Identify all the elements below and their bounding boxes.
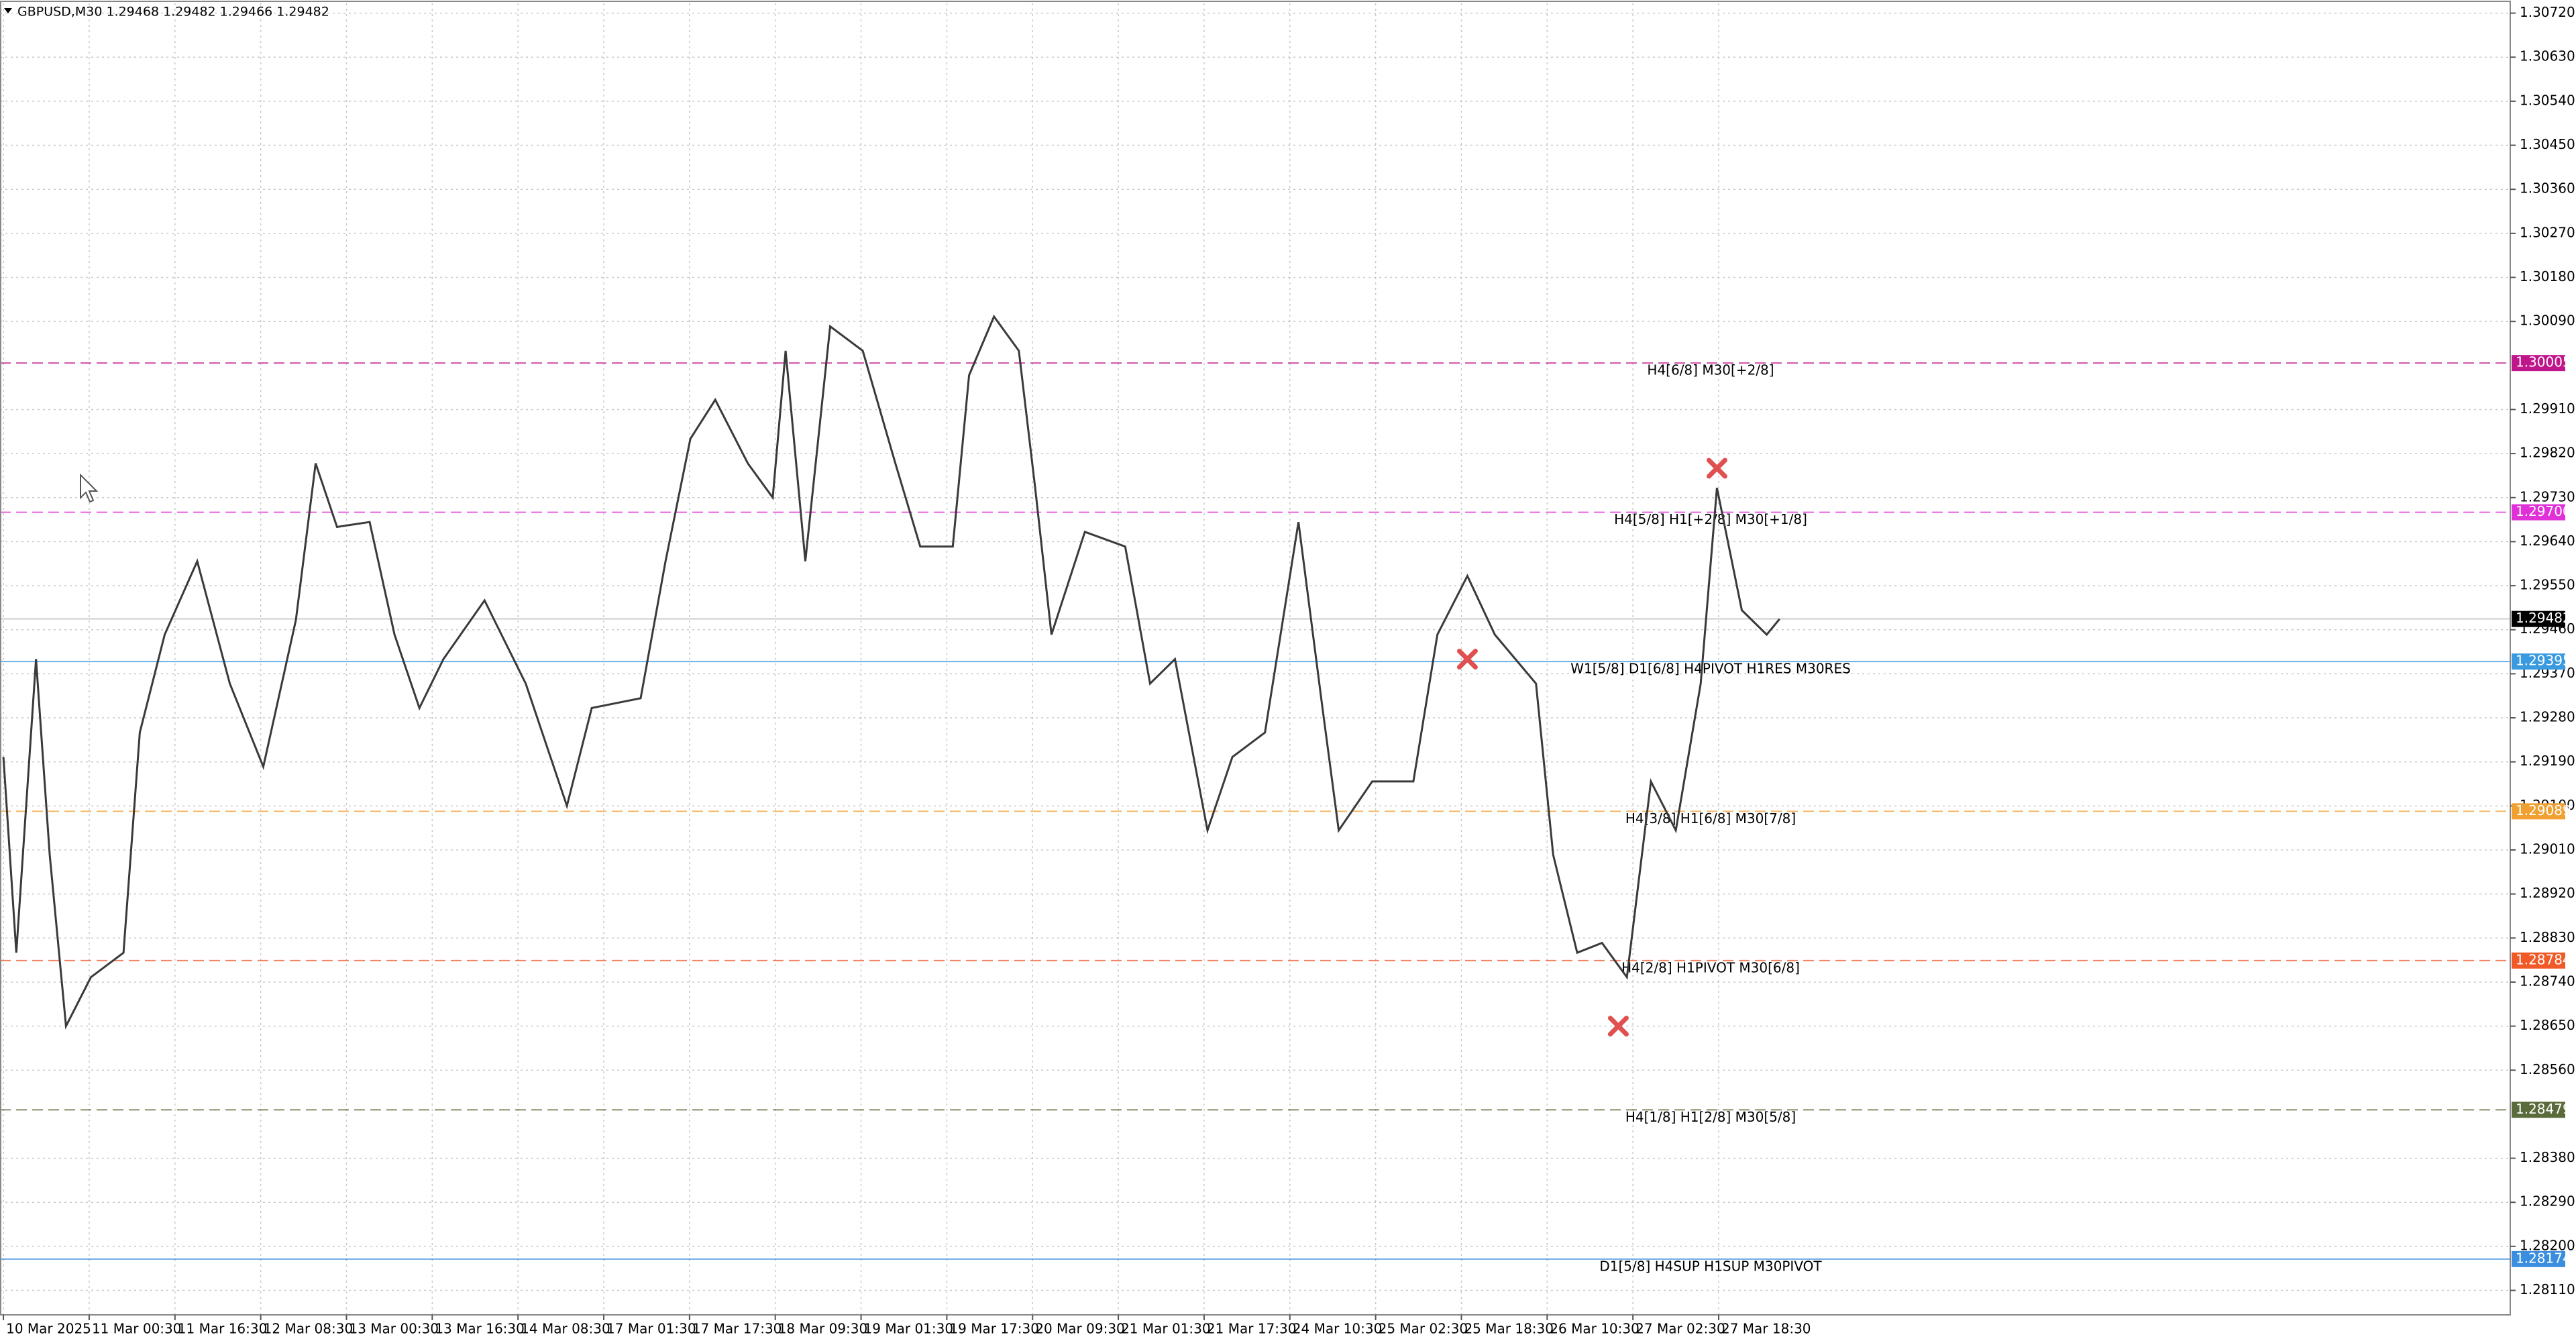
y-tick-label: 1.28560 <box>2520 1061 2575 1077</box>
x-tick-label: 27 Mar 18:30 <box>1721 1321 1811 1337</box>
level-label: H4[3/8] H1[6/8] M30[7/8] <box>1625 810 1796 826</box>
level-badge <box>2512 803 2565 820</box>
level-badge-label: 1.28479 <box>2516 1101 2571 1117</box>
x-tick-label: 13 Mar 00:30 <box>349 1321 439 1337</box>
x-tick-label: 18 Mar 09:30 <box>778 1321 868 1337</box>
x-tick-label: 25 Mar 18:30 <box>1464 1321 1554 1337</box>
x-tick-label: 25 Mar 02:30 <box>1379 1321 1468 1337</box>
x-tick-label: 17 Mar 17:30 <box>692 1321 782 1337</box>
level-badge <box>2512 653 2565 670</box>
grid <box>0 3 2510 1315</box>
level-badge-label: 1.29700 <box>2516 503 2571 519</box>
x-tick-label: 12 Mar 08:30 <box>264 1321 354 1337</box>
levels: H4[6/8] M30[+2/8] H4[5/8] H1[+2/8] M30[+1… <box>0 362 2510 1274</box>
x-tick-label: 19 Mar 01:30 <box>864 1321 954 1337</box>
x-tick-label: 20 Mar 09:30 <box>1035 1321 1125 1337</box>
y-tick-label: 1.30450 <box>2520 136 2575 152</box>
price-line <box>2 314 1780 1030</box>
level-label: H4[2/8] H1PIVOT M30[6/8] <box>1621 959 1800 975</box>
x-tick-label: 17 Mar 01:30 <box>606 1321 696 1337</box>
current-price-badge <box>2512 610 2565 627</box>
y-tick-label: 1.28920 <box>2520 885 2575 901</box>
plot <box>2 314 1780 1037</box>
y-tick-label: 1.28650 <box>2520 1017 2575 1033</box>
x-tick-label: 21 Mar 01:30 <box>1121 1321 1211 1337</box>
y-tick-label: 1.30360 <box>2520 180 2575 197</box>
level-badge <box>2512 952 2565 969</box>
y-tick-label: 1.28830 <box>2520 929 2575 945</box>
y-tick-label: 1.30270 <box>2520 224 2575 240</box>
axes: 1.30720 1.30630 1.30540 1.30450 1.30360 1.302… <box>3 4 2575 1337</box>
x-tick-label: 10 Mar 2025 <box>6 1321 91 1337</box>
y-tick-label: 1.29010 <box>2520 841 2575 857</box>
y-tick-label: 1.28200 <box>2520 1237 2575 1253</box>
y-tick-label: 1.30090 <box>2520 313 2575 329</box>
level-label: H4[6/8] M30[+2/8] <box>1647 362 1774 378</box>
x-tick-label: 26 Mar 10:30 <box>1550 1321 1640 1337</box>
level-label: H4[1/8] H1[2/8] M30[5/8] <box>1625 1109 1796 1125</box>
level-label: D1[5/8] H4SUP H1SUP M30PIVOT <box>1599 1258 1822 1274</box>
chart-title: GBPUSD,M30 1.29468 1.29482 1.29466 1.294… <box>17 5 329 19</box>
y-tick-label: 1.29820 <box>2520 445 2575 461</box>
x-tick-label: 24 Mar 10:30 <box>1293 1321 1383 1337</box>
x-tick-label: 21 Mar 17:30 <box>1207 1321 1297 1337</box>
y-tick-label: 1.28290 <box>2520 1193 2575 1210</box>
x-tick-label: 14 Mar 08:30 <box>521 1321 610 1337</box>
y-tick-label: 1.30540 <box>2520 92 2575 108</box>
y-tick-label: 1.28380 <box>2520 1149 2575 1165</box>
y-tick-label: 1.28740 <box>2520 973 2575 989</box>
level-badge <box>2512 1102 2565 1118</box>
signal-marker <box>1456 649 1478 670</box>
level-badge <box>2512 1250 2565 1267</box>
level-badge-label: 1.29395 <box>2516 653 2571 669</box>
y-tick-label: 1.29190 <box>2520 753 2575 769</box>
level-label: W1[5/8] D1[6/8] H4PIVOT H1RES M30RES <box>1570 661 1851 677</box>
menu-arrow[interactable] <box>4 8 12 13</box>
signal-marker <box>1706 458 1727 479</box>
level-badge <box>2512 504 2565 521</box>
level-badge <box>2512 355 2565 372</box>
level-badge-label: 1.28174 <box>2516 1250 2571 1266</box>
level-badge-label: 1.30005 <box>2516 354 2571 370</box>
plot-frame <box>0 1 2511 1316</box>
y-tick-label: 1.30630 <box>2520 48 2575 64</box>
y-tick-label: 1.29640 <box>2520 533 2575 549</box>
y-tick-label: 1.29730 <box>2520 488 2575 504</box>
y-tick-label: 1.30720 <box>2520 4 2575 20</box>
level-label: H4[5/8] H1[+2/8] M30[+1/8] <box>1614 511 1807 527</box>
x-tick-label: 19 Mar 17:30 <box>949 1321 1039 1337</box>
y-tick-label: 1.28110 <box>2520 1281 2575 1297</box>
x-tick-label: 11 Mar 16:30 <box>178 1321 268 1337</box>
y-tick-label: 1.30180 <box>2520 268 2575 284</box>
x-tick-label: 27 Mar 02:30 <box>1635 1321 1725 1337</box>
level-badge-label: 1.28784 <box>2516 951 2571 967</box>
y-tick-label: 1.29910 <box>2520 400 2575 417</box>
signal-marker <box>1607 1016 1629 1037</box>
x-tick-label: 13 Mar 16:30 <box>435 1321 525 1337</box>
cursor <box>80 473 99 503</box>
y-tick-label: 1.29280 <box>2520 709 2575 725</box>
y-tick-label: 1.29550 <box>2520 577 2575 593</box>
x-tick-label: 11 Mar 00:30 <box>92 1321 182 1337</box>
current-price-label: 1.29482 <box>2516 610 2571 626</box>
level-badge-label: 1.29089 <box>2516 802 2571 818</box>
